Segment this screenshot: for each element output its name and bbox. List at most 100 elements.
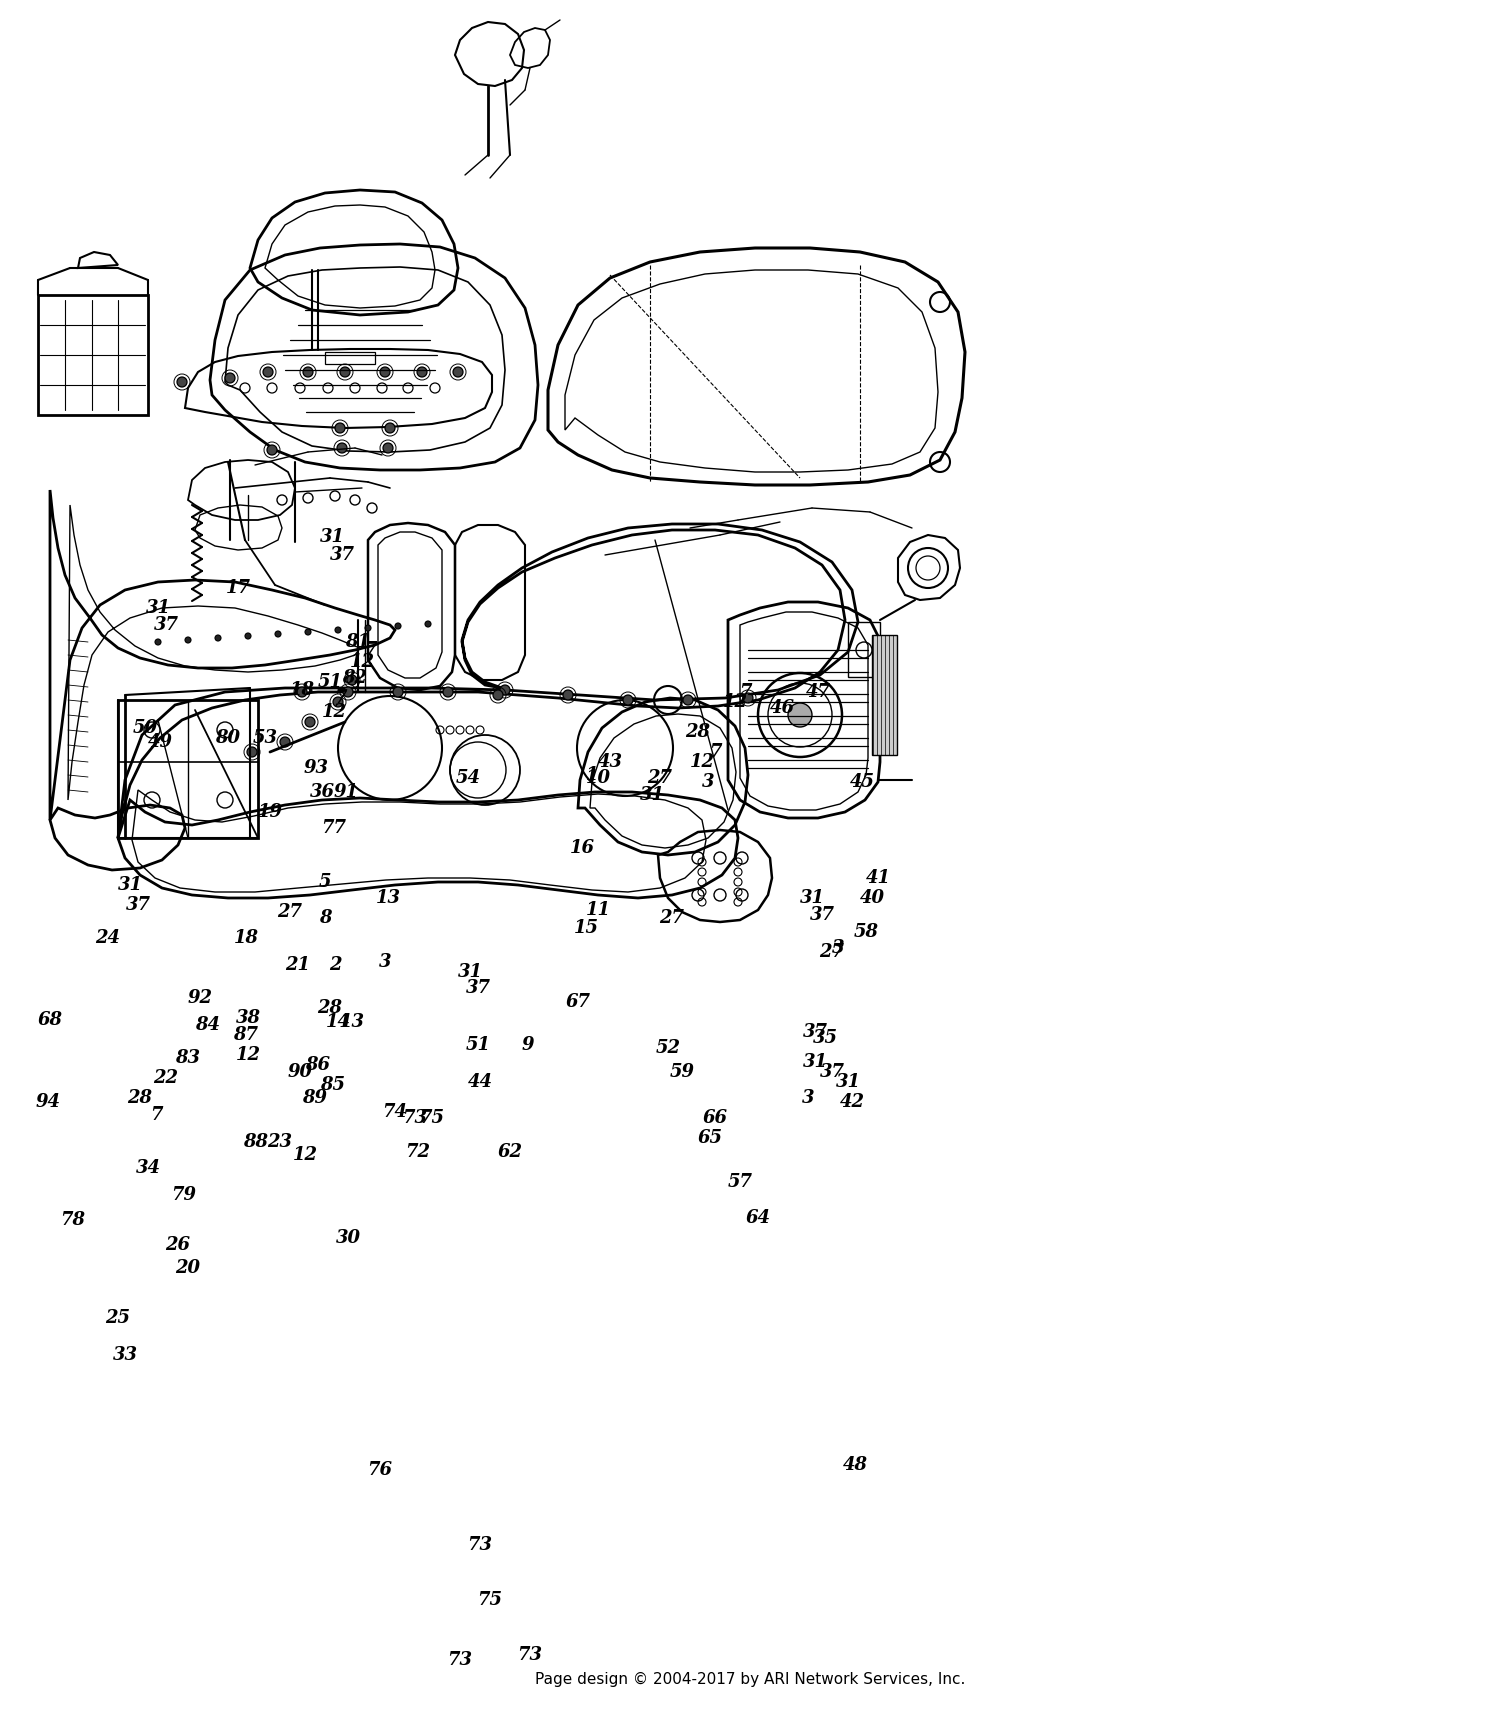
Text: 49: 49 — [147, 733, 172, 750]
Text: 19: 19 — [258, 804, 282, 821]
Circle shape — [177, 378, 188, 386]
Text: 37: 37 — [330, 546, 354, 563]
Text: 27: 27 — [660, 908, 684, 927]
Text: 3: 3 — [702, 773, 714, 792]
Text: 92: 92 — [188, 989, 213, 1006]
Circle shape — [494, 690, 502, 701]
Text: 31: 31 — [117, 876, 142, 895]
Text: 13: 13 — [339, 1013, 364, 1030]
Text: 62: 62 — [498, 1144, 522, 1161]
Circle shape — [334, 627, 340, 634]
Text: 10: 10 — [585, 769, 610, 786]
Text: 44: 44 — [468, 1073, 492, 1090]
Text: 7: 7 — [708, 743, 722, 761]
Circle shape — [682, 695, 693, 706]
Text: 16: 16 — [570, 840, 594, 857]
Text: 27: 27 — [648, 769, 672, 786]
Circle shape — [364, 625, 370, 632]
Circle shape — [225, 373, 236, 383]
Text: 8: 8 — [318, 908, 332, 927]
Text: 65: 65 — [698, 1130, 723, 1147]
Text: 3: 3 — [801, 1089, 814, 1107]
Text: 73: 73 — [518, 1647, 543, 1664]
Text: 31: 31 — [458, 963, 483, 980]
Circle shape — [267, 445, 278, 455]
Text: 5: 5 — [318, 872, 332, 891]
Text: 78: 78 — [60, 1210, 86, 1229]
Circle shape — [393, 687, 404, 697]
Text: 31: 31 — [802, 1053, 828, 1071]
Text: 21: 21 — [285, 956, 310, 974]
Text: 86: 86 — [306, 1056, 330, 1075]
Circle shape — [184, 637, 190, 642]
Circle shape — [386, 422, 394, 433]
Circle shape — [333, 697, 344, 707]
Text: 47: 47 — [806, 683, 831, 701]
Circle shape — [346, 675, 357, 685]
Circle shape — [274, 632, 280, 637]
Circle shape — [742, 694, 753, 702]
Text: 31: 31 — [639, 786, 664, 804]
Text: 27: 27 — [278, 903, 303, 920]
Text: 81: 81 — [345, 634, 370, 651]
Text: Page design © 2004-2017 by ARI Network Services, Inc.: Page design © 2004-2017 by ARI Network S… — [536, 1672, 964, 1688]
Text: 1: 1 — [585, 766, 598, 785]
Text: 28: 28 — [128, 1089, 153, 1107]
Text: 11: 11 — [585, 901, 610, 919]
Text: 82: 82 — [342, 670, 368, 687]
Text: 40: 40 — [859, 889, 885, 907]
Circle shape — [340, 367, 350, 378]
Text: 85: 85 — [321, 1077, 345, 1094]
Text: 59: 59 — [669, 1063, 694, 1082]
Text: 31: 31 — [320, 529, 345, 546]
Text: 37: 37 — [810, 907, 834, 924]
Text: 87: 87 — [234, 1027, 258, 1044]
Bar — [847, 622, 880, 676]
Text: 90: 90 — [288, 1063, 312, 1082]
Text: 18: 18 — [290, 682, 315, 699]
Text: 12: 12 — [321, 702, 346, 721]
Text: 73: 73 — [468, 1537, 492, 1554]
Bar — [871, 635, 897, 755]
Text: 15: 15 — [573, 919, 598, 937]
Text: 67: 67 — [566, 992, 591, 1011]
Text: 9: 9 — [522, 1035, 534, 1054]
Circle shape — [562, 690, 573, 701]
Text: 31: 31 — [146, 599, 171, 616]
Circle shape — [500, 685, 510, 695]
Text: 13: 13 — [375, 889, 400, 907]
Text: 38: 38 — [236, 1010, 261, 1027]
Text: 30: 30 — [336, 1229, 360, 1247]
Text: 12: 12 — [723, 694, 747, 711]
Text: 18: 18 — [234, 929, 258, 948]
Text: 58: 58 — [853, 924, 879, 941]
Text: 20: 20 — [176, 1259, 201, 1277]
Circle shape — [262, 367, 273, 378]
Text: 57: 57 — [728, 1173, 753, 1192]
Text: 36: 36 — [309, 783, 334, 802]
Text: 66: 66 — [702, 1109, 727, 1126]
Text: 7: 7 — [363, 640, 376, 659]
Circle shape — [304, 718, 315, 726]
Text: 2: 2 — [328, 956, 340, 974]
Text: 35: 35 — [813, 1028, 837, 1047]
Text: 53: 53 — [252, 730, 278, 747]
Text: 48: 48 — [843, 1456, 867, 1473]
Text: 73: 73 — [447, 1652, 472, 1669]
Text: 37: 37 — [465, 979, 490, 998]
Circle shape — [453, 367, 464, 378]
Text: 52: 52 — [656, 1039, 681, 1058]
Text: 26: 26 — [165, 1236, 190, 1253]
Text: 41: 41 — [865, 869, 891, 888]
Text: 14: 14 — [326, 1013, 351, 1030]
Text: 89: 89 — [303, 1089, 327, 1107]
Text: 12: 12 — [292, 1145, 318, 1164]
Circle shape — [424, 622, 430, 627]
Text: 37: 37 — [126, 896, 150, 913]
Bar — [326, 352, 375, 364]
Text: 3: 3 — [378, 953, 392, 972]
Text: 45: 45 — [849, 773, 874, 792]
Circle shape — [154, 639, 160, 646]
Text: 37: 37 — [153, 616, 178, 634]
Text: 7: 7 — [333, 689, 346, 707]
